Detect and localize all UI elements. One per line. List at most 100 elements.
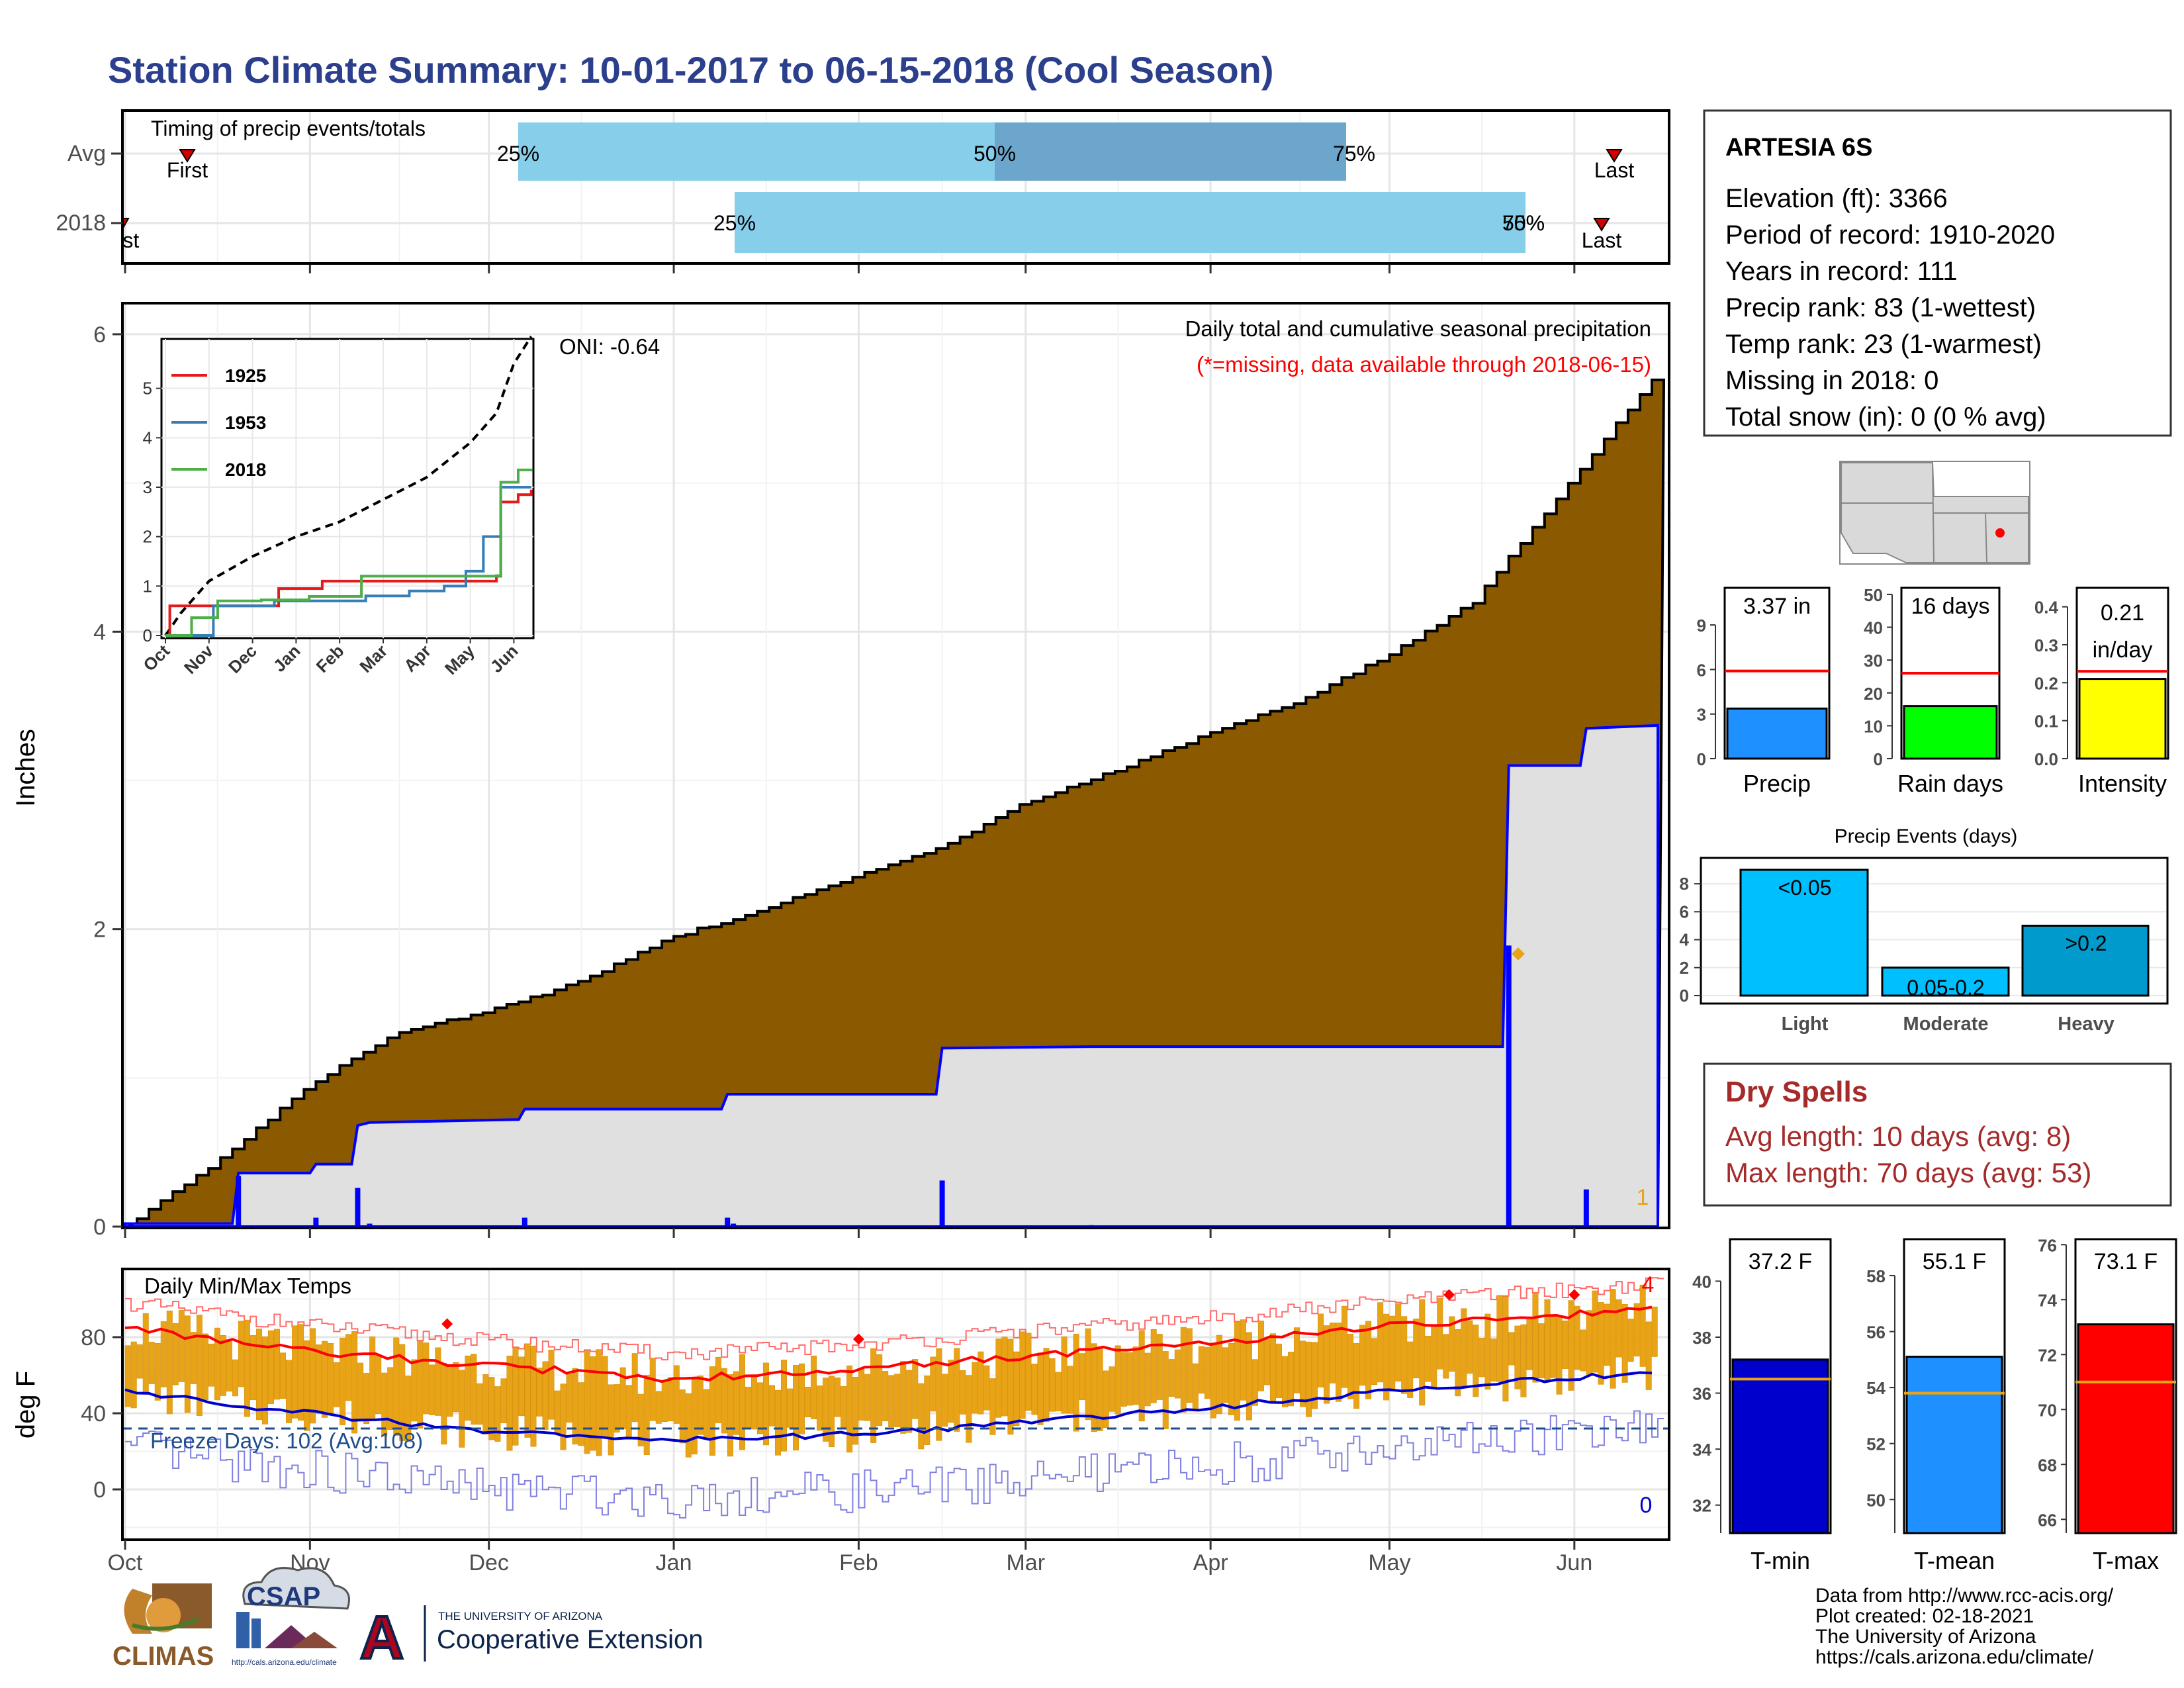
last-2018-marker [1593, 218, 1610, 232]
record-high-line [125, 1277, 1664, 1361]
tmean-value-label: 55.1 F [1923, 1249, 1986, 1274]
temp-range-bar [1330, 1322, 1336, 1383]
temp-range-bar [166, 1310, 173, 1415]
event-bar [2021, 924, 2150, 997]
temp-range-bar [226, 1339, 232, 1392]
temp-range-bar [1467, 1320, 1473, 1374]
temp-range-bar [1162, 1351, 1169, 1429]
temp-range-bar [1174, 1349, 1181, 1399]
temp-range-bar [1532, 1293, 1539, 1383]
summary-tick-label: 72 [2038, 1345, 2057, 1365]
temp-range-bar [1496, 1295, 1503, 1382]
temp-range-bar [817, 1385, 823, 1431]
temp-range-bar [762, 1362, 769, 1446]
events-tick-label: 4 [1680, 930, 1690, 950]
temp-range-bar [936, 1348, 942, 1441]
temp-range-bar [524, 1343, 531, 1438]
daily-precip-bar [939, 1180, 945, 1227]
inset-y-tick-label: 1 [143, 576, 152, 596]
csap-url: http://cals.arizona.edu/climate [232, 1658, 337, 1667]
temp-range-bar [1586, 1310, 1592, 1376]
temp-range-bar [637, 1393, 644, 1446]
summary-tick-label: 0 [1874, 749, 1883, 769]
last-avg-marker [1606, 149, 1623, 163]
temp-range-bar [1598, 1302, 1604, 1385]
temp-range-bar [518, 1356, 525, 1417]
month-label: Feb [839, 1550, 878, 1575]
temp-range-bar [906, 1370, 913, 1433]
temp-range-bar [190, 1332, 197, 1385]
temp-range-bar [250, 1335, 256, 1401]
temp-range-bar [805, 1386, 811, 1418]
station-temp-rank: Temp rank: 23 (1-warmest) [1725, 330, 2042, 359]
temp-range-bar [1484, 1313, 1491, 1390]
summary-tick-label: 34 [1692, 1440, 1711, 1460]
temp-range-bar [1228, 1343, 1234, 1415]
main-caption: Daily total and cumulative seasonal prec… [1185, 316, 1651, 341]
temp-range-bar [858, 1368, 865, 1421]
temp-range-bar [154, 1342, 161, 1401]
avg-min-line [124, 1371, 1653, 1443]
temp-range-bar [978, 1351, 984, 1415]
ua-name: THE UNIVERSITY OF ARIZONA [438, 1610, 603, 1622]
summary-bar [2077, 1323, 2175, 1534]
temp-range-bar [1168, 1359, 1175, 1397]
temp-range-bar [780, 1360, 787, 1452]
summary-tick-label: 54 [1866, 1378, 1886, 1398]
temp-range-bar [369, 1336, 376, 1420]
precip-value-label: 3.37 in [1743, 594, 1811, 619]
temp-range-bar [1079, 1353, 1085, 1401]
temp-range-bar [1263, 1338, 1270, 1385]
summary-bar [1731, 1358, 1829, 1534]
record-high-marker [1569, 1289, 1580, 1301]
temp-range-bar [1574, 1305, 1580, 1370]
tmin-label: T-min [1751, 1547, 1810, 1574]
oni-label: ONI: -0.64 [559, 334, 660, 359]
temp-range-bar [1473, 1325, 1479, 1397]
tmax-chart: 66 68 70 72 74 76 [2038, 1235, 2177, 1534]
temp-range-bar [1455, 1329, 1461, 1397]
temp-range-bar [1103, 1370, 1109, 1429]
temp-range-bar [649, 1358, 656, 1421]
inset-y-axis: 0 1 2 3 4 5 [143, 379, 161, 645]
footer-line-3: The University of Arizona [1815, 1626, 2036, 1648]
timing-avg-25-label: 25% [497, 142, 539, 165]
temp-range-bar [846, 1365, 853, 1453]
station-name: ARTESIA 6S [1725, 134, 1872, 162]
temp-range-bar [375, 1355, 382, 1415]
climas-wordmark: CLIMAS [113, 1642, 214, 1671]
temp-range-bar [1234, 1321, 1240, 1421]
temp-range-bar [1109, 1366, 1115, 1412]
summary-tick-label: 0.3 [2034, 635, 2058, 655]
daily-precip-bar [1506, 945, 1512, 1227]
precip-y-label: Inches [11, 729, 40, 807]
temp-range-bar [255, 1329, 262, 1421]
record-high-marker [441, 1318, 453, 1330]
temp-range-bar [954, 1348, 960, 1432]
dry-spells-max: Max length: 70 days (avg: 53) [1725, 1157, 2091, 1188]
station-missing: Missing in 2018: 0 [1725, 366, 1938, 395]
inset-y-tick-label: 3 [143, 477, 152, 497]
inset-grid [161, 339, 533, 638]
temp-range-bar [1073, 1333, 1079, 1432]
last-2018-label: Last [1582, 228, 1622, 252]
temp-range-bar [1293, 1327, 1300, 1393]
temp-range-bar [148, 1342, 155, 1385]
inset-y-tick-label: 2 [143, 527, 152, 547]
temp-range-bar [756, 1382, 763, 1434]
temp-range-bar [411, 1359, 418, 1422]
dry-spells-title: Dry Spells [1725, 1076, 1868, 1108]
station-precip-rank: Precip rank: 83 (1-wettest) [1725, 293, 2036, 322]
precip-x-ticks [124, 1228, 1576, 1238]
station-years: Years in record: 111 [1725, 257, 1958, 286]
temp-range-bar [1395, 1303, 1402, 1382]
daily-temp-bars [124, 1284, 1658, 1458]
events-tick-label: 2 [1680, 958, 1689, 978]
first-avg-marker [179, 149, 196, 163]
timing-panel: Timing of precip events/totals 25% 50% 7… [98, 109, 1670, 273]
temp-range-bar [960, 1370, 966, 1415]
daily-precip-bar [1088, 1225, 1094, 1227]
temp-range-bar [1342, 1305, 1348, 1388]
summary-tick-label: 76 [2038, 1235, 2057, 1255]
summary-tick-label: 0.1 [2034, 712, 2058, 731]
